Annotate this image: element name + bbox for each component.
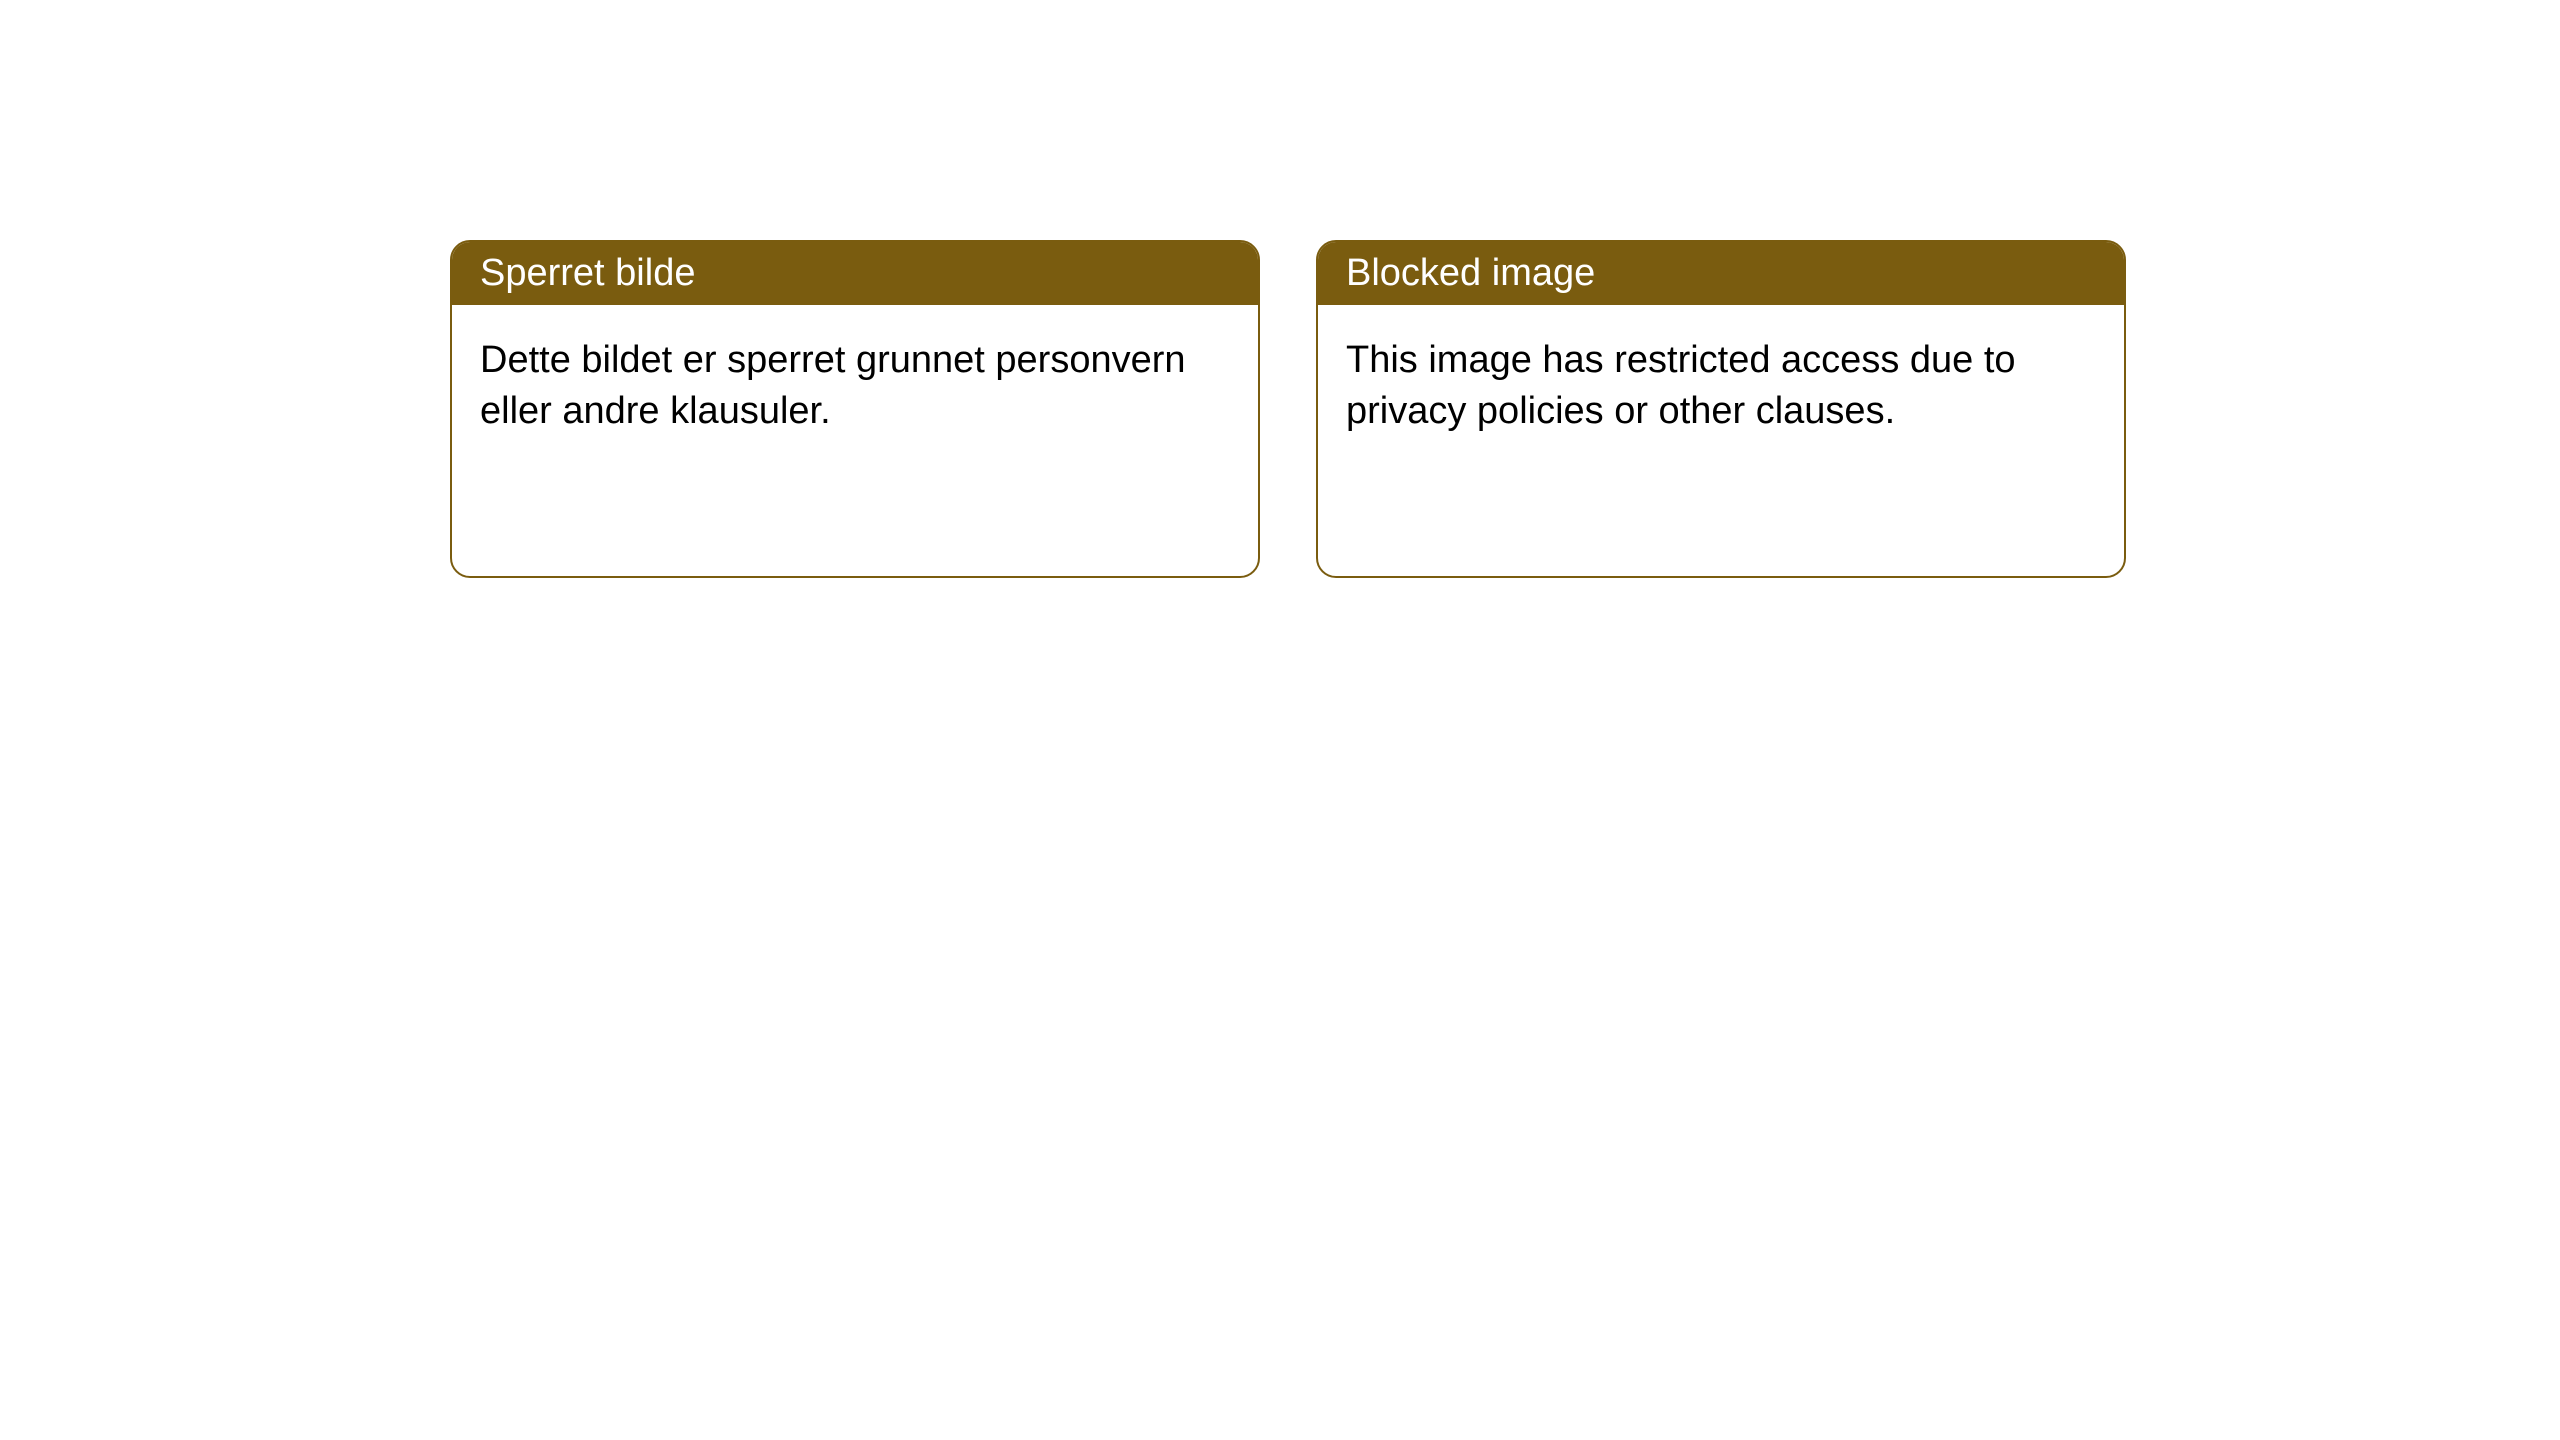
notice-text: Dette bildet er sperret grunnet personve… bbox=[480, 339, 1186, 432]
notice-body-english: This image has restricted access due to … bbox=[1318, 305, 2124, 468]
notice-header-norwegian: Sperret bilde bbox=[452, 242, 1258, 305]
notice-container: Sperret bilde Dette bildet er sperret gr… bbox=[0, 0, 2560, 578]
notice-title: Sperret bilde bbox=[480, 252, 695, 294]
notice-title: Blocked image bbox=[1346, 252, 1595, 294]
notice-card-english: Blocked image This image has restricted … bbox=[1316, 240, 2126, 578]
notice-body-norwegian: Dette bildet er sperret grunnet personve… bbox=[452, 305, 1258, 468]
notice-text: This image has restricted access due to … bbox=[1346, 339, 2016, 432]
notice-card-norwegian: Sperret bilde Dette bildet er sperret gr… bbox=[450, 240, 1260, 578]
notice-header-english: Blocked image bbox=[1318, 242, 2124, 305]
